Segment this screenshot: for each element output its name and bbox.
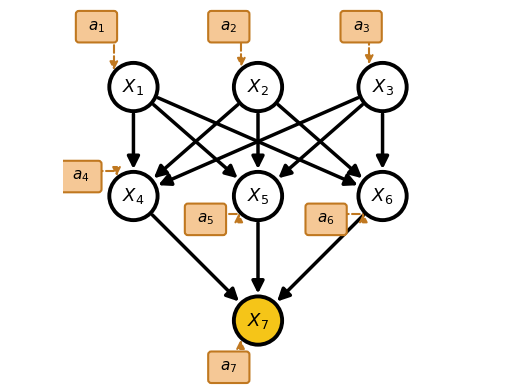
FancyBboxPatch shape	[185, 203, 226, 235]
FancyBboxPatch shape	[208, 11, 249, 42]
Circle shape	[109, 63, 157, 111]
Circle shape	[109, 172, 157, 220]
Text: $a_2$: $a_2$	[220, 19, 237, 34]
Text: $X_4$: $X_4$	[122, 186, 144, 206]
Text: $a_3$: $a_3$	[352, 19, 370, 34]
Circle shape	[359, 63, 407, 111]
Text: $X_5$: $X_5$	[247, 186, 269, 206]
Text: $a_7$: $a_7$	[220, 359, 237, 375]
Text: $a_6$: $a_6$	[317, 212, 335, 227]
FancyBboxPatch shape	[76, 11, 117, 42]
Text: $X_2$: $X_2$	[247, 77, 269, 97]
FancyBboxPatch shape	[305, 203, 347, 235]
Circle shape	[359, 172, 407, 220]
Circle shape	[234, 63, 282, 111]
Text: $X_7$: $X_7$	[247, 310, 269, 330]
FancyBboxPatch shape	[60, 161, 102, 192]
Text: $a_1$: $a_1$	[88, 19, 105, 34]
Text: $X_3$: $X_3$	[372, 77, 394, 97]
Circle shape	[234, 296, 282, 345]
Circle shape	[234, 172, 282, 220]
Text: $a_5$: $a_5$	[197, 212, 214, 227]
Text: $a_4$: $a_4$	[72, 169, 90, 184]
Text: $X_6$: $X_6$	[372, 186, 394, 206]
FancyBboxPatch shape	[208, 352, 249, 383]
Text: $X_1$: $X_1$	[122, 77, 144, 97]
FancyBboxPatch shape	[341, 11, 382, 42]
